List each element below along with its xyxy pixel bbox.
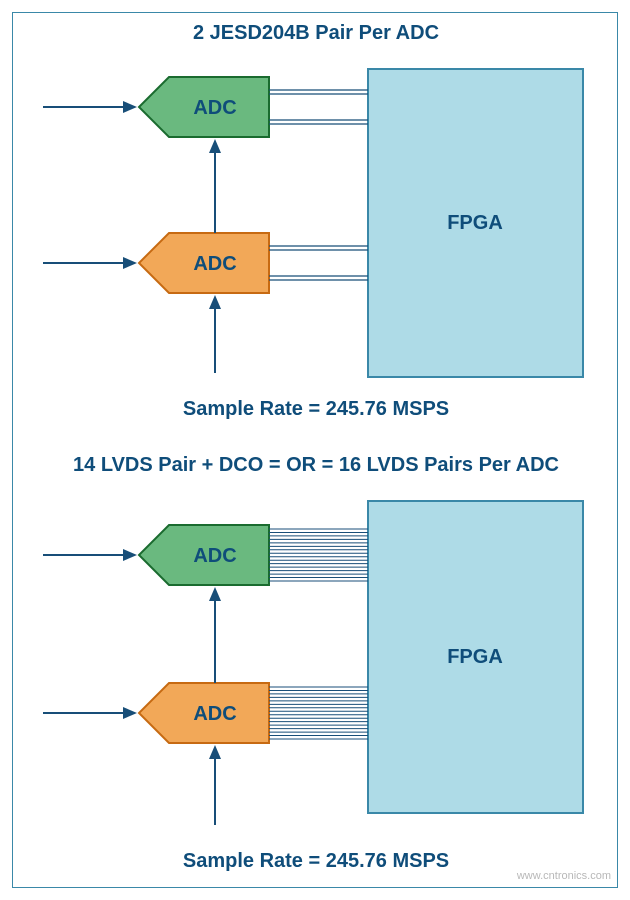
adc-label-1-bottom: ADC [193,253,236,275]
input-arrow-1-bottom [43,257,137,269]
watermark: www.cntronics.com [516,870,611,882]
lvds-bundle-adc1 [269,529,368,581]
fpga-label-1: FPGA [447,212,503,234]
adc-label-2-top: ADC [193,545,236,567]
sample-rate-1: Sample Rate = 245.76 MSPS [183,398,449,420]
sample-rate-2: Sample Rate = 245.76 MSPS [183,850,449,872]
jesd-pairs-adc1 [269,90,368,124]
title-1: 2 JESD204B Pair Per ADC [193,22,439,44]
jesd-pairs-adc2 [269,246,368,280]
diagram-svg: 2 JESD204B Pair Per ADC FPGA ADC ADC Sam… [13,13,619,889]
diagram-canvas: 2 JESD204B Pair Per ADC FPGA ADC ADC Sam… [12,12,618,888]
input-arrow-2-top [43,549,137,561]
adc-label-1-top: ADC [193,97,236,119]
title-2: 14 LVDS Pair + DCO = OR = 16 LVDS Pairs … [73,454,559,476]
adc-label-2-bottom: ADC [193,703,236,725]
lvds-bundle-adc2 [269,687,368,739]
fpga-label-2: FPGA [447,646,503,668]
input-arrow-2-bottom [43,707,137,719]
input-arrow-1-top [43,101,137,113]
